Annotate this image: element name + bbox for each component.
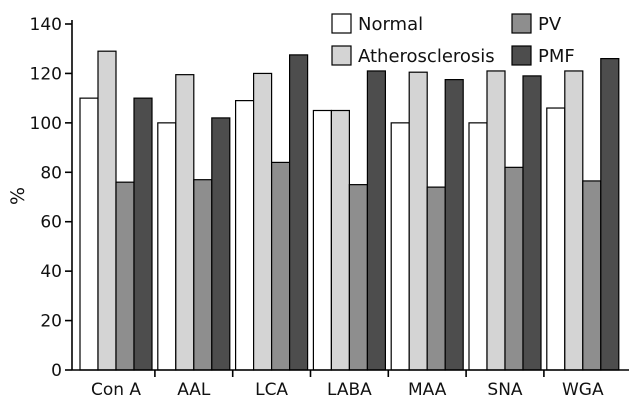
bar-pmf-con-a — [133, 97, 153, 371]
bar-normal-lca — [235, 100, 255, 371]
bar-pmf-maa — [444, 79, 464, 371]
bar-pv-maa — [426, 186, 446, 371]
x-tick-label: MAA — [408, 380, 447, 398]
bar-pmf-aal — [211, 117, 231, 371]
bar-normal-maa — [390, 122, 410, 371]
legend: Normal Atherosclerosis PV PMF — [331, 13, 575, 67]
x-tick-label: LABA — [327, 380, 372, 398]
bar-atherosclerosis-sna — [486, 70, 506, 371]
bar-atherosclerosis-lca — [253, 72, 273, 371]
x-tick-label: AAL — [177, 380, 211, 398]
legend-swatch-pv — [511, 13, 532, 34]
bar-pv-aal — [193, 179, 213, 371]
y-tick-label: 0 — [51, 361, 62, 381]
y-tick-label: 120 — [30, 64, 62, 84]
y-tick-label: 40 — [40, 262, 62, 282]
y-tick-label: 60 — [40, 213, 62, 233]
bar-atherosclerosis-laba — [330, 109, 350, 371]
bar-normal-sna — [468, 122, 488, 371]
bar-pv-lca — [271, 161, 291, 371]
bar-pmf-sna — [522, 75, 542, 371]
x-tick-label: LCA — [255, 380, 288, 398]
y-axis-label: % — [7, 187, 29, 205]
bar-normal-wga — [546, 107, 566, 371]
bar-atherosclerosis-maa — [408, 71, 428, 371]
x-tick-label: WGA — [562, 380, 604, 398]
legend-label-atherosclerosis: Atherosclerosis — [358, 46, 495, 67]
bar-pv-wga — [582, 180, 602, 371]
legend-swatch-pmf — [511, 45, 532, 66]
y-tick-label: 20 — [40, 312, 62, 332]
bar-pv-sna — [504, 166, 524, 371]
bar-atherosclerosis-aal — [175, 74, 195, 371]
bar-atherosclerosis-con-a — [97, 50, 117, 371]
legend-swatch-atherosclerosis — [331, 45, 352, 66]
legend-label-pmf: PMF — [538, 46, 575, 67]
y-tick-label: 100 — [30, 114, 62, 134]
bars-layer — [79, 50, 620, 371]
bar-pv-con-a — [115, 181, 135, 371]
bar-normal-con-a — [79, 97, 99, 371]
bar-pmf-lca — [289, 54, 309, 371]
y-tick-label: 140 — [30, 15, 62, 35]
bar-normal-laba — [312, 109, 332, 371]
bar-pmf-wga — [600, 57, 620, 371]
x-tick-label: SNA — [487, 380, 523, 398]
y-tick-label: 80 — [40, 163, 62, 183]
axes-layer — [71, 20, 629, 371]
bar-atherosclerosis-wga — [564, 70, 584, 371]
legend-swatch-normal — [331, 13, 352, 34]
bar-pv-laba — [348, 184, 368, 371]
ticks-layer: 0 20 40 60 80 100 120 140 Con A AAL LCA LABA MAA SNA W… — [30, 15, 604, 398]
legend-label-normal: Normal — [358, 14, 423, 35]
bar-normal-aal — [157, 122, 177, 371]
x-tick-label: Con A — [91, 380, 141, 398]
legend-label-pv: PV — [538, 14, 562, 35]
bar-pmf-laba — [366, 70, 386, 371]
